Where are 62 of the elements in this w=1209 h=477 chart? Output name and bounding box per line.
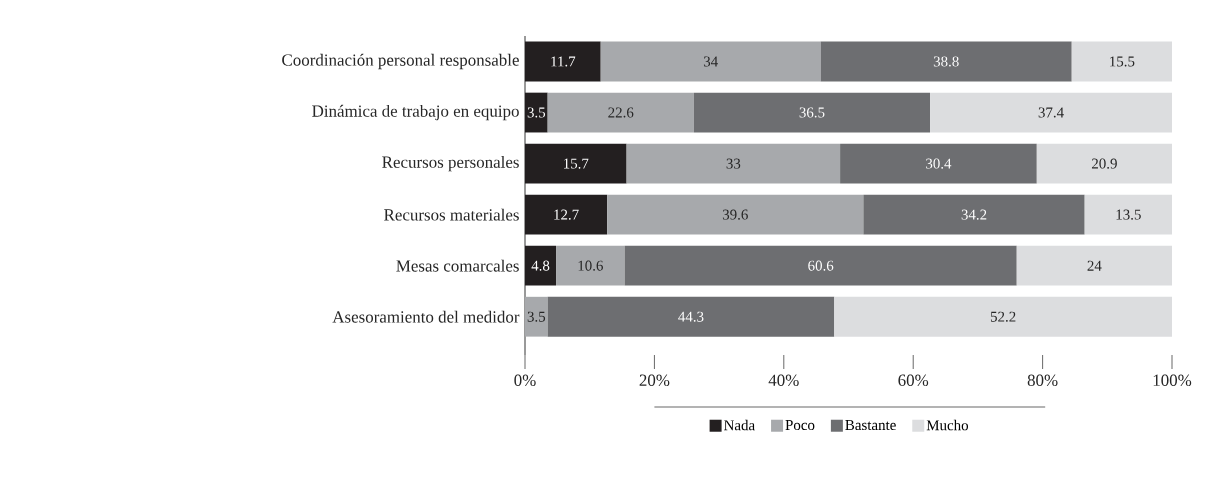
- x-tick-label: 60%: [898, 374, 929, 387]
- bar: [626, 143, 841, 184]
- y-tick-label: Coordinación personal responsable: [282, 53, 519, 70]
- data-label: 20.9: [1091, 158, 1117, 169]
- data-label: 11.7: [551, 56, 576, 67]
- bar: [930, 92, 1173, 133]
- data-label: 34: [703, 56, 718, 67]
- legend-label: Mucho: [926, 419, 969, 431]
- x-tick-label: 20%: [639, 374, 670, 387]
- bar: [840, 143, 1037, 184]
- bar: [863, 194, 1085, 235]
- bar: [525, 245, 557, 286]
- y-tick-label: Recursos personales: [382, 155, 519, 172]
- y-tick-label: Recursos materiales: [384, 208, 519, 221]
- data-label: 3.5: [527, 311, 546, 322]
- data-label: 36.5: [799, 107, 825, 118]
- y-tick-label: Dinámica de trabajo en equipo: [312, 104, 519, 121]
- bar: [525, 92, 548, 133]
- data-label: 30.4: [926, 158, 952, 169]
- data-label: 10.6: [578, 260, 603, 271]
- bar: [693, 92, 931, 133]
- bar: [607, 194, 864, 235]
- x-tick-label: 40%: [768, 374, 799, 387]
- bar: [556, 245, 625, 286]
- bar: [525, 194, 608, 235]
- data-label: 13.5: [1116, 209, 1141, 220]
- data-label: 37.4: [1038, 107, 1064, 118]
- data-label: 3.5: [527, 107, 546, 118]
- data-label: 12.7: [554, 209, 579, 220]
- y-tick-label: Asesoramiento del medidor: [332, 310, 520, 323]
- x-tick-label: 0%: [514, 374, 536, 387]
- data-label: 34.2: [961, 209, 987, 220]
- bar: [1071, 41, 1173, 82]
- y-tick-label: Mesas comarcales: [396, 259, 519, 272]
- data-label: 22.6: [608, 107, 634, 118]
- legend-label: Bastante: [845, 420, 896, 431]
- bar: [820, 41, 1072, 82]
- bar: [547, 92, 694, 133]
- data-label: 4.8: [531, 260, 550, 271]
- bar: [1036, 143, 1173, 184]
- data-label: 39.6: [722, 209, 748, 220]
- data-label: 38.8: [933, 56, 959, 67]
- bar: [1084, 194, 1173, 235]
- bar: [1016, 245, 1173, 286]
- legend-label: Nada: [724, 419, 755, 431]
- data-label: 24: [1087, 260, 1102, 271]
- x-tick-label: 80%: [1027, 374, 1058, 387]
- data-label: 15.7: [564, 158, 589, 169]
- legend-label: Poco: [785, 420, 815, 431]
- bar: [525, 41, 601, 82]
- bar: [600, 41, 821, 82]
- bar: [834, 296, 1173, 337]
- data-label: 44.3: [678, 311, 704, 322]
- bar: [525, 143, 627, 184]
- data-label: 33: [726, 158, 741, 169]
- bar: [525, 296, 548, 337]
- data-label: 60.6: [808, 260, 834, 271]
- x-tick-label: 100%: [1153, 374, 1192, 387]
- data-label: 15.5: [1110, 56, 1135, 67]
- bar: [624, 245, 1017, 286]
- data-label: 52.2: [990, 311, 1016, 322]
- bar: [547, 296, 835, 337]
